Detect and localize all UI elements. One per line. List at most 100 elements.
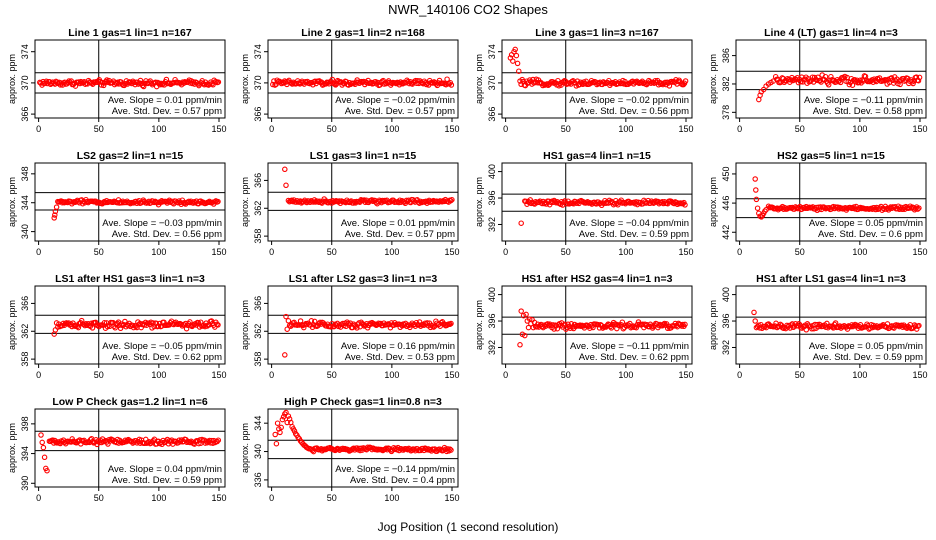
data-point: [651, 199, 658, 205]
panel-7: HS1 gas=4 lin=1 n=15 0 50 100 150 392 396 400ap…: [474, 150, 694, 257]
data-point: [518, 220, 524, 226]
data-point: [534, 324, 540, 330]
y-tick-label: 374: [253, 44, 263, 59]
slope-annotation: Ave. Slope = 0.01 ppm/min: [341, 218, 455, 229]
data-point: [277, 429, 283, 436]
data-point: [314, 198, 321, 204]
data-point: [140, 83, 147, 90]
main-title: NWR_140106 CO2 Shapes: [388, 2, 548, 17]
data-point: [215, 198, 221, 205]
data-point: [682, 202, 688, 208]
data-points: [756, 72, 923, 103]
data-point: [828, 73, 834, 80]
plot-frame: [735, 39, 927, 119]
data-point: [72, 323, 78, 329]
x-tick-label: 0: [36, 493, 41, 503]
data-point: [38, 432, 44, 438]
x-tick-label: 0: [503, 247, 508, 257]
y-tick-label: 374: [20, 44, 30, 59]
x-tick-label: 150: [211, 370, 226, 380]
y-tick-label: 392: [721, 340, 731, 355]
x-tick-label: 100: [384, 493, 399, 503]
y-tick-label: 378: [721, 105, 731, 120]
x-tick-label: 150: [912, 247, 927, 257]
y-tick-label: 366: [253, 173, 263, 188]
data-point: [752, 176, 758, 182]
panel-title: Line 4 (LT) gas=1 lin=4 n=3: [764, 27, 898, 39]
y-axis-label: approx. ppm: [240, 300, 250, 350]
slope-annotation: Ave. Slope = −0.04 ppm/min: [569, 218, 689, 229]
data-point: [595, 322, 602, 328]
data-point: [122, 80, 129, 87]
data-point: [272, 431, 278, 438]
x-tick-label: 50: [94, 247, 104, 257]
x-tick-label: 100: [618, 247, 633, 257]
data-point: [787, 325, 793, 331]
data-point: [44, 467, 50, 474]
data-point: [292, 431, 299, 437]
x-tick-label: 100: [852, 124, 867, 134]
y-tick-label: 340: [20, 224, 30, 239]
slope-annotation: Ave. Slope = 0.04 ppm/min: [108, 464, 222, 475]
x-tick-label: 100: [384, 124, 399, 134]
y-tick-label: 370: [253, 75, 263, 90]
y-tick-label: 400: [721, 287, 731, 302]
x-tick-label: 50: [795, 247, 805, 257]
x-tick-label: 150: [678, 370, 693, 380]
y-tick-label: 396: [721, 314, 731, 329]
y-tick-label: 446: [721, 196, 731, 211]
data-point: [429, 323, 436, 329]
slope-annotation: Ave. Slope = −0.02 ppm/min: [335, 95, 455, 106]
y-tick-label: 362: [253, 201, 263, 216]
data-point: [188, 322, 194, 329]
y-tick-label: 340: [253, 444, 263, 459]
std-dev-annotation: Ave. Std. Dev. = 0.62 ppm: [112, 352, 222, 363]
x-tick-label: 100: [384, 370, 399, 380]
y-tick-label: 396: [487, 314, 497, 329]
y-tick-label: 400: [487, 287, 497, 302]
data-point: [137, 77, 144, 84]
x-tick-label: 50: [327, 247, 337, 257]
panel-title: LS2 gas=2 lin=1 n=15: [77, 150, 184, 162]
panel-3: Line 3 gas=1 lin=3 n=167 0 50 100 150 366 370 3…: [474, 27, 694, 134]
x-axis-label: Jog Position (1 second resolution): [378, 520, 559, 534]
data-point: [159, 81, 165, 88]
data-point: [682, 78, 689, 84]
data-point: [41, 454, 48, 461]
panel-1: Line 1 gas=1 lin=1 n=167 0 50 100 150 366 370 3…: [7, 27, 227, 134]
panel-title: Line 3 gas=1 lin=3 n=167: [535, 27, 659, 39]
data-point: [214, 438, 220, 445]
x-tick-label: 150: [211, 124, 226, 134]
data-point: [39, 439, 45, 446]
plot-frame: [735, 285, 927, 365]
x-tick-label: 50: [561, 247, 571, 257]
data-point: [328, 324, 334, 330]
data-point: [215, 437, 222, 443]
y-axis-label: approx. ppm: [240, 54, 250, 104]
data-point: [279, 416, 286, 423]
data-point: [282, 352, 288, 358]
data-point: [66, 78, 72, 84]
data-point: [514, 60, 521, 67]
y-axis-label: approx. ppm: [474, 54, 484, 104]
x-tick-label: 100: [151, 370, 166, 380]
y-tick-label: 358: [253, 229, 263, 244]
x-tick-label: 0: [737, 370, 742, 380]
data-point: [758, 214, 765, 220]
panel-title: Line 1 gas=1 lin=1 n=167: [68, 27, 192, 39]
plot-frame: [501, 162, 693, 242]
panel-title: High P Check gas=1 lin=0.8 n=3: [284, 396, 442, 408]
data-point: [608, 325, 615, 331]
y-tick-label: 374: [487, 44, 497, 59]
y-tick-label: 398: [20, 416, 30, 431]
x-tick-label: 0: [269, 493, 274, 503]
x-tick-label: 100: [618, 370, 633, 380]
panel-title: HS1 after LS1 gas=4 lin=1 n=3: [756, 273, 906, 285]
x-tick-label: 150: [211, 493, 226, 503]
plot-frame: [501, 285, 693, 365]
y-tick-label: 386: [721, 48, 731, 63]
x-tick-label: 150: [444, 370, 459, 380]
x-tick-label: 50: [327, 370, 337, 380]
plot-frame: [34, 285, 226, 365]
data-point: [915, 77, 922, 84]
